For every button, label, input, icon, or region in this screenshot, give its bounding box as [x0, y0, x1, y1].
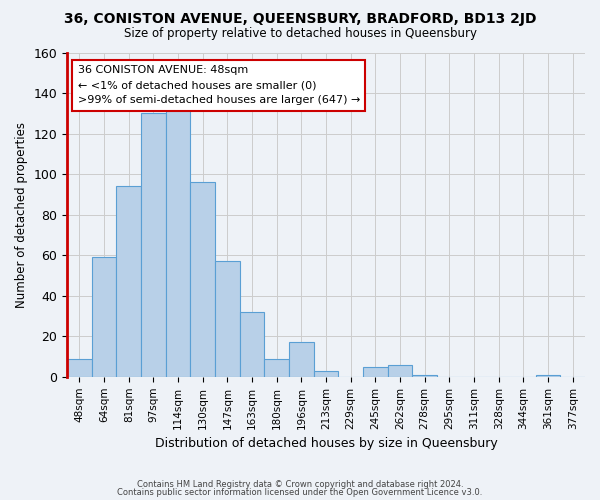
Bar: [92, 257, 116, 377]
Text: Contains public sector information licensed under the Open Government Licence v3: Contains public sector information licen…: [118, 488, 482, 497]
Text: Size of property relative to detached houses in Queensbury: Size of property relative to detached ho…: [124, 28, 476, 40]
Bar: [240, 312, 265, 377]
Bar: [412, 375, 437, 377]
Bar: [215, 262, 240, 377]
Bar: [363, 366, 388, 377]
Bar: [190, 182, 215, 377]
Bar: [116, 186, 141, 377]
Bar: [265, 358, 289, 377]
Bar: [141, 114, 166, 377]
Bar: [314, 370, 338, 377]
Bar: [166, 110, 190, 377]
Text: 36, CONISTON AVENUE, QUEENSBURY, BRADFORD, BD13 2JD: 36, CONISTON AVENUE, QUEENSBURY, BRADFOR…: [64, 12, 536, 26]
Y-axis label: Number of detached properties: Number of detached properties: [15, 122, 28, 308]
Bar: [67, 358, 92, 377]
Bar: [388, 364, 412, 377]
X-axis label: Distribution of detached houses by size in Queensbury: Distribution of detached houses by size …: [155, 437, 497, 450]
Bar: [536, 375, 560, 377]
Text: Contains HM Land Registry data © Crown copyright and database right 2024.: Contains HM Land Registry data © Crown c…: [137, 480, 463, 489]
Text: 36 CONISTON AVENUE: 48sqm
← <1% of detached houses are smaller (0)
>99% of semi-: 36 CONISTON AVENUE: 48sqm ← <1% of detac…: [77, 66, 360, 105]
Bar: [289, 342, 314, 377]
